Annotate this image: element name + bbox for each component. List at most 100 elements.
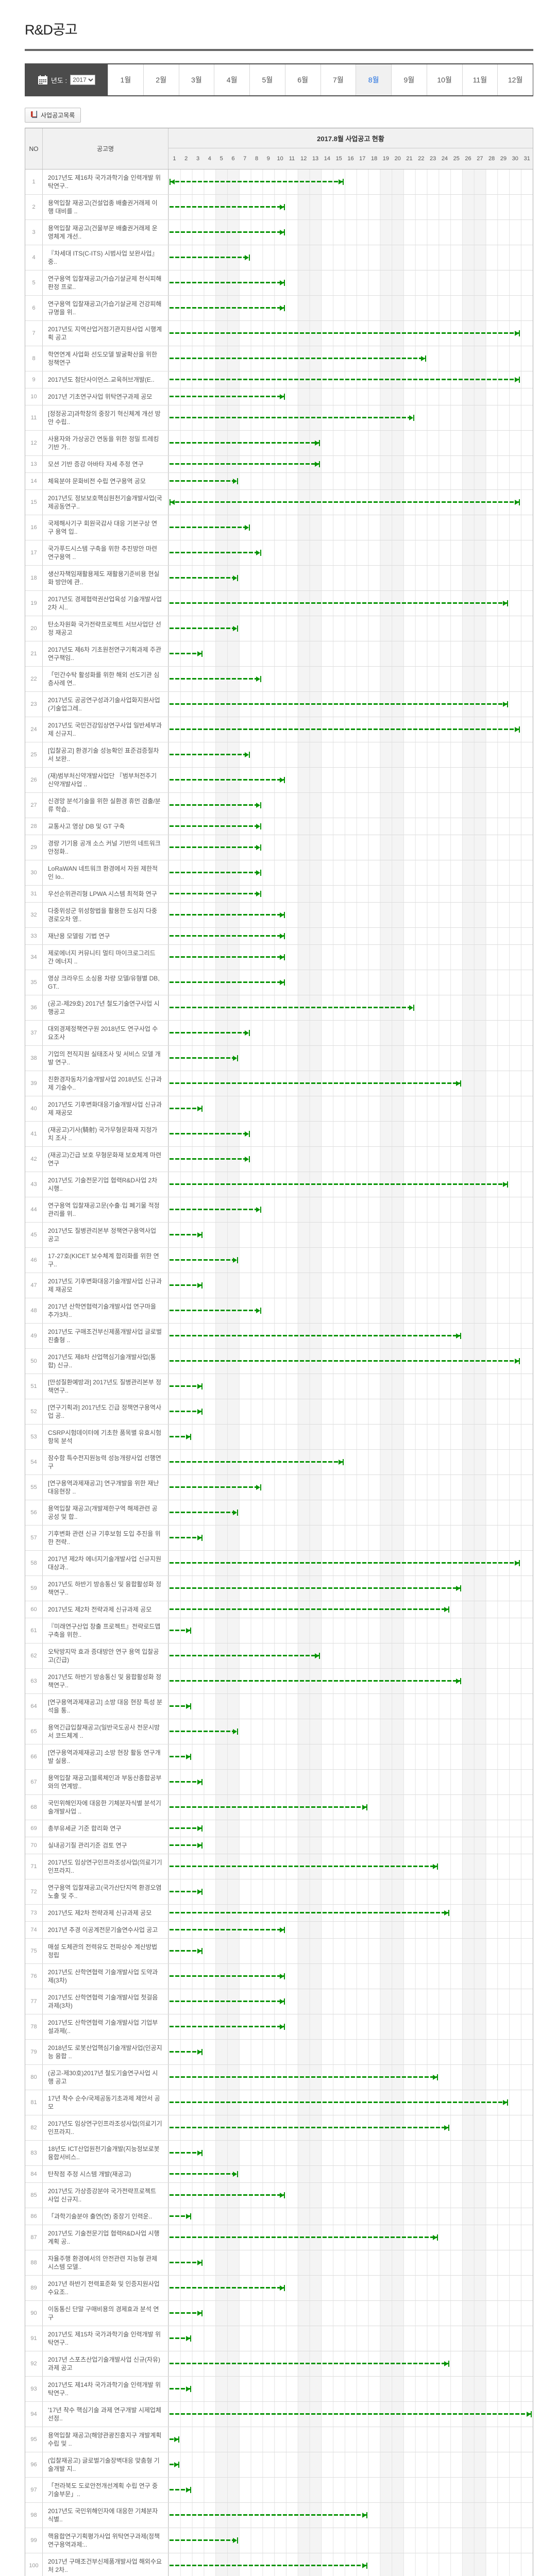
announcement-link[interactable]: 실내공기질 관리기준 검토 연구 [43,1837,168,1854]
announcement-link[interactable]: 매설 도체관의 전력유도 전파상수 계산방법 정립 [43,1939,168,1963]
announcement-link[interactable]: 2017년도 산학연협력 기술개발사업 도약과제(3차) [43,1964,168,1989]
announcement-link[interactable]: 체육분야 문화비전 수립 연구용역 공모 [43,473,168,489]
announcement-link[interactable]: 용역입찰 재공고(개발제한구역 해제관련 공공성 및 합.. [43,1500,168,1525]
announcement-link[interactable]: 경량 기기용 공개 소스 커널 기반의 네트워크 안정화.. [43,835,168,860]
announcement-link[interactable]: [연구기획과] 2017년도 긴급 정책연구용역사업 공.. [43,1399,168,1424]
announcement-link[interactable]: 용역입찰 재공고(건물부문 배출권거래제 운영체계 개선.. [43,220,168,245]
announcement-link[interactable]: 재난용 모델링 기법 연구 [43,928,168,944]
announcement-link[interactable]: (공고-제29호) 2017년 철도기술연구사업 시행공고 [43,995,168,1020]
announcement-link[interactable]: 2017년도 국민위해인자에 대응한 기체분자식별.. [43,2503,168,2528]
announcement-link[interactable]: 연구용역 입찰재공고문(수출·입 폐기물 적정관리를 위.. [43,1197,168,1222]
announcement-link[interactable]: 2017년 구매조건부신제품개발사업 해외수요처 2차.. [43,2553,168,2576]
announcement-link[interactable]: 다중위성군 위성항법을 활용한 도심지 다중경로오차 영.. [43,903,168,927]
year-select[interactable]: 2017 [70,75,96,85]
announcement-link[interactable]: 대외경제정책연구원 2018년도 연구사업 수요조사 [43,1021,168,1045]
month-tab-6[interactable]: 6월 [284,64,320,95]
announcement-link[interactable]: 2017년도 기술전문기업 협력R&D사업 2차 시행.. [43,1172,168,1197]
announcement-link[interactable]: 국민위해인자에 대응한 기체분자식별 분석기술개발사업 .. [43,1795,168,1820]
month-tab-12[interactable]: 12월 [497,64,533,95]
announcement-link[interactable]: 2017년도 제14차 국가과학기술 인력개발 위탁연구.. [43,2377,168,2401]
announcement-link[interactable]: [연구용역과제재공고] 소방 현장 활동 연구개발 실용.. [43,1744,168,1769]
announcement-link[interactable]: 2018년도 로봇산업핵심기술개발사업(인공지능 융합 .. [43,2040,168,2064]
announcement-link[interactable]: 「과학기술분야 출연(연) 중장기 인력운.. [43,2208,168,2225]
announcement-link[interactable]: 「민간수탁 활성화를 위한 해외 선도기관 심층사례 연.. [43,667,168,691]
announcement-link[interactable]: 2017년도 구매조건부신제품개발사업 글로벌진출형 .. [43,1324,168,1348]
announcement-link[interactable]: 2017년 산학연협력기술개발사업 연구마을 추가3차.. [43,1298,168,1323]
announcement-link[interactable]: 생산자책임재활용제도 재활용기준비용 현실화 방안에 관.. [43,566,168,590]
announcement-link[interactable]: 2017년도 정보보호핵심원천기술개발사업(국제공동연구.. [43,490,168,515]
announcement-link[interactable]: 용역입찰 재공고(해양관광진흥지구 개발계획 수립 및 .. [43,2427,168,2452]
announcement-link[interactable]: 모션 기반 증강 아바타 자세 추정 연구 [43,456,168,472]
announcement-link[interactable]: 2017년도 하반기 방송통신 및 융합활성화 정책연구.. [43,1576,168,1601]
announcement-link[interactable]: 2017년도 국민건강임상연구사업 일반세부과제 신규지.. [43,717,168,742]
month-tab-8[interactable]: 8월 [356,64,391,95]
announcement-link[interactable]: [입찰공고] 환경기술 성능확인 표준검증절차서 보완.. [43,742,168,767]
announcement-link[interactable]: 2017년도 산학연협력 기술개발사업 기업부설과제(.. [43,2014,168,2039]
month-tab-3[interactable]: 3월 [178,64,214,95]
announcement-link[interactable]: 우선순위관리형 LPWA 시스템 최적화 연구 [43,886,168,902]
announcement-link[interactable]: 총부유세균 기준 합리화 연구 [43,1820,168,1837]
announcement-link[interactable]: 17-27호(KICET 보수체계 합리화를 위한 연구.. [43,1248,168,1273]
announcement-link[interactable]: 국가푸드시스템 구축을 위한 추진방안 마련 연구용역 .. [43,540,168,565]
announcement-link[interactable]: 17년 착수 순수/국제공동기초과제 제안서 공모 [43,2090,168,2115]
announcement-link[interactable]: 2017년도 첨단사이언스.교육허브개발(E.. [43,371,168,388]
announcement-link[interactable]: 기업의 전직지원 실태조사 및 서비스 모델 개발 연구.. [43,1046,168,1071]
announcement-link[interactable]: 2017년도 제6차 기초원천연구기획과제 주관연구책임.. [43,641,168,666]
announcement-link[interactable]: 2017년도 기술전문기업 협력R&D사업 시행계획 공.. [43,2225,168,2250]
announcement-link[interactable]: 2017년도 경제협력권산업육성 기술개발사업 2차 시.. [43,591,168,616]
announcement-link[interactable]: 2017년 제2차 에너지기술개발사업 신규지원 대상과.. [43,1551,168,1575]
announcement-link[interactable]: '17년 착수 핵심기술 과제 연구개발 시제업체 선정.. [43,2402,168,2427]
announcement-link[interactable]: 2017년도 지역산업거점기관지원사업 시행계획 공고 [43,321,168,346]
month-tab-4[interactable]: 4월 [214,64,249,95]
announcement-link[interactable]: 2017년 추경 이공계전문기술연수사업 공고 [43,1922,168,1938]
announcement-link[interactable]: 핵융합연구기획평가사업 위탁연구과제(정책연구용역과제:.. [43,2528,168,2553]
announcement-link[interactable]: 사용자와 가상공간 연동을 위한 정밀 트레킹 기반 가.. [43,431,168,455]
announcement-link[interactable]: 신경망 분석기술을 위한 실환경 휴먼 검출/분류 학습.. [43,793,168,818]
announcement-link[interactable]: 2017년도 제8차 산업핵심기술개발사업(통합) 신규.. [43,1349,168,1374]
month-tab-11[interactable]: 11월 [462,64,498,95]
announcement-link[interactable]: (공고-제30호)2017년 철도기술연구사업 시행 공고 [43,2065,168,2090]
announcement-link[interactable]: (재공고)긴급 보호 무형문화재 보호체계 마련 연구 [43,1147,168,1172]
announcement-link[interactable]: [연구용역과제재공고] 소방 대응 현장 특성 분석을 통.. [43,1694,168,1719]
announcement-link[interactable]: 탄소자원화 국가전략프로젝트 서브사업단 선정 재공고 [43,616,168,641]
program-list-button[interactable]: 사업공고목록 [25,108,81,123]
announcement-link[interactable]: 영상 크라우드 소싱용 차량 모델/유형별 DB, GT.. [43,970,168,995]
announcement-link[interactable]: 2017년도 제15차 국가과학기술 인력개발 위탁연구.. [43,2326,168,2351]
announcement-link[interactable]: (재공고)기사(騎射) 국가무형문화재 지정가치 조사 .. [43,1122,168,1146]
announcement-link[interactable]: [연구용역과제재공고] 연구개발을 위한 재난대응현장 .. [43,1475,168,1500]
announcement-link[interactable]: 연구용역 입찰재공고(국가산단지역 환경오염노출 및 주.. [43,1879,168,1904]
announcement-link[interactable]: 잠수함 특수전지원능력 성능개량사업 선행연구 [43,1450,168,1475]
announcement-link[interactable]: 2017년도 산학연협력 기술개발사업 첫걸음과제(3차) [43,1989,168,2014]
announcement-link[interactable]: 용역긴급입찰재공고(일반국도공사 전문시방서 코드체계 .. [43,1719,168,1744]
announcement-link[interactable]: 2017년도 가상증강분야 국가전략프로젝트 사업 신규지.. [43,2183,168,2208]
announcement-link[interactable]: LoRaWAN 네트워크 환경에서 자원 제한적인 Io.. [43,860,168,885]
announcement-link[interactable]: 제로에너지 커뮤니티 멀티 마이크로그리드 간 에너지 .. [43,945,168,970]
announcement-link[interactable]: 탄착점 추정 시스템 개발(재공고) [43,2166,168,2182]
announcement-link[interactable]: 18년도 ICT산업원천기술개발(지능정보로봇융합서비스.. [43,2141,168,2165]
month-tab-1[interactable]: 1월 [108,64,143,95]
announcement-link[interactable]: 2017년도 제2차 전략과제 신규과제 공모 [43,1905,168,1921]
announcement-link[interactable]: [정정공고]과학창의 중장기 혁신체계 개선 방안 수립.. [43,405,168,430]
announcement-link[interactable]: 2017년 기초연구사업 위탁연구과제 공모 [43,388,168,405]
announcement-link[interactable]: 교통사고 영상 DB 및 GT 구축 [43,818,168,835]
month-tab-2[interactable]: 2월 [143,64,179,95]
month-tab-10[interactable]: 10월 [426,64,462,95]
announcement-link[interactable]: 2017년도 임상연구인프라조성사업(의료기기 인프라지.. [43,1854,168,1879]
announcement-link[interactable]: 2017년 스포츠산업기술개발사업 신규(자유)과제 공고 [43,2351,168,2376]
announcement-link[interactable]: 2017년도 하반기 방송통신 및 융합활성화 정책연구.. [43,1669,168,1693]
announcement-link[interactable]: 국제해사기구 회원국감사 대응 기본구상 연구 용역 입.. [43,515,168,540]
announcement-link[interactable]: [만성질환예방과] 2017년도 질병관리본부 정책연구.. [43,1374,168,1399]
announcement-link[interactable]: 2017년도 공공연구성과기술사업화지원사업(기술업그레.. [43,692,168,717]
announcement-link[interactable]: 자율주행 환경에서의 안전관련 지능형 관제시스템 모델.. [43,2250,168,2275]
announcement-link[interactable]: (입찰재공고) 글로벌기술장벽대응 맞춤형 기술개발 지.. [43,2452,168,2477]
announcement-link[interactable]: 연구용역 입찰재공고(가습기살균제 천식피해 판정 프로.. [43,270,168,295]
announcement-link[interactable]: 친환경자동차기술개발사업 2018년도 신규과제 기술수.. [43,1071,168,1096]
announcement-link[interactable]: 이동통신 단말 구매비용의 경제효과 분석 연구 [43,2301,168,2326]
announcement-link[interactable]: 『차세대 ITS(C-ITS) 시범사업 보완사업』 중.. [43,245,168,270]
announcement-link[interactable]: 『미래연구산업 창출 프로젝트』전략로드맵 구축을 위한.. [43,1618,168,1643]
announcement-link[interactable]: (재)범부처신약개발사업단 『범부처전주기 신약개발사업 .. [43,768,168,792]
announcement-link[interactable]: 2017년도 기후변화대응기술개발사업 신규과제 재공모 [43,1273,168,1298]
announcement-link[interactable]: CSRP시험데이터에 기초한 품목별 유효시험항목 분석 [43,1425,168,1449]
announcement-link[interactable]: 용역입찰 재공고(블록체인과 부동산종합공부와의 연계방.. [43,1770,168,1794]
announcement-link[interactable]: 연구용역 입찰재공고(가습기살균제 건강피해 규명을 위.. [43,296,168,320]
